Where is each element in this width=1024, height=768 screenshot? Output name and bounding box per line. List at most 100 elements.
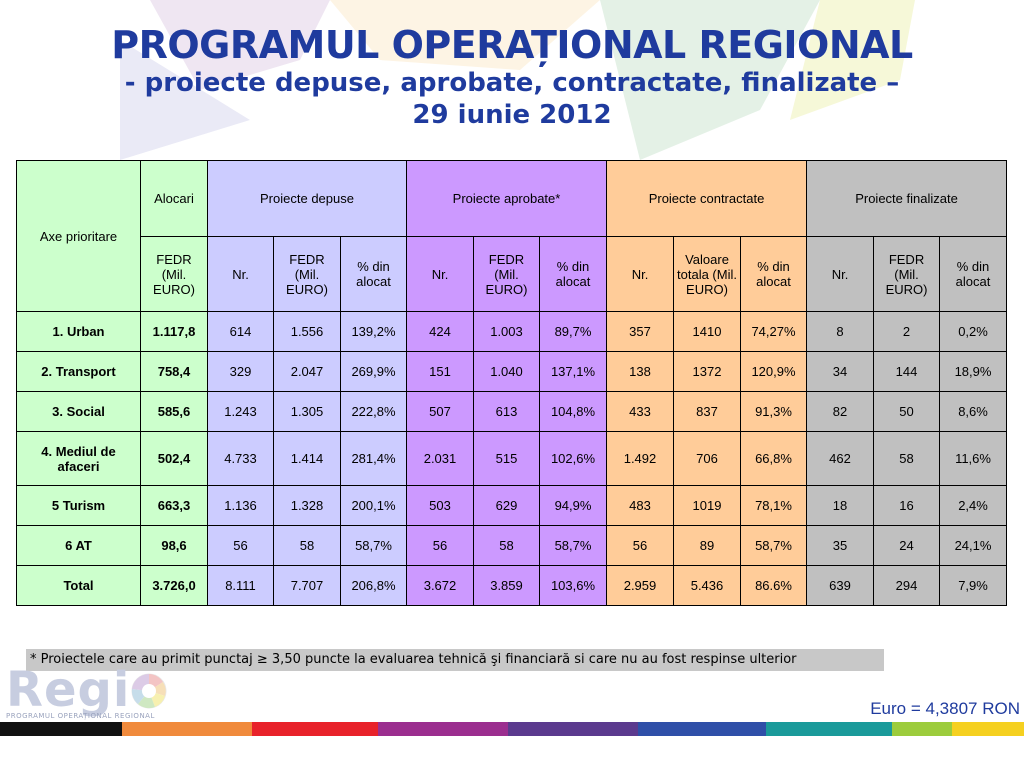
subheader-cell: Valoare totala (Mil. EURO) [673,236,741,312]
table-cell: 34 [806,351,875,392]
table-cell: 503 [406,485,474,526]
logo-text: Regi [6,666,168,714]
table-body: 1. Urban 1.117,8 614 1.556 139,2% 424 1.003 89,… [16,311,1008,606]
table-cell: 2.047 [273,351,341,392]
table-cell: 507 [406,391,474,432]
table-cell: 56 [606,525,674,566]
row-axe-label: 6 AT [16,525,141,566]
table-cell: 1.414 [273,431,341,486]
color-stripe [0,722,1024,736]
table-cell: 78,1% [739,485,808,526]
header-proiecte-aprobate: Proiecte aprobate* [406,160,607,237]
table-cell: 3.672 [406,565,474,606]
table-cell: 1.243 [207,391,274,432]
table-cell: 56 [406,525,474,566]
table-cell: 24 [873,525,941,566]
table-cell: 758,4 [140,351,208,392]
table-cell: 58,7% [340,525,407,566]
table-cell: 58,7% [739,525,808,566]
header-proiecte-contractate: Proiecte contractate [605,160,808,237]
subheader-cell: Nr. [806,236,875,312]
projects-table: Axe prioritare Alocari Proiecte depuse P… [16,160,1008,606]
table-cell: 138 [606,351,674,392]
table-cell: 1.492 [606,431,674,486]
row-axe-label: 2. Transport [16,351,141,392]
table-cell: 0,2% [939,311,1008,352]
table-cell: 222,8% [340,391,407,432]
subheader-cell: FEDR (Mil. EURO) [273,236,341,312]
table-cell: 139,2% [340,311,407,352]
header-proiecte-finalizate: Proiecte finalizate [806,160,1008,237]
row-axe-label: 5 Turism [16,485,141,526]
table-cell: 120,9% [739,351,808,392]
table-cell: 151 [406,351,474,392]
subheader-cell: FEDR (Mil. EURO) [140,236,208,312]
table-cell: 629 [473,485,540,526]
table-cell: 1.328 [273,485,341,526]
table-cell: 614 [207,311,274,352]
table-cell: 281,4% [340,431,407,486]
table-cell: 433 [606,391,674,432]
table-row: 3. Social 585,6 1.243 1.305 222,8% 507 613 104,… [16,391,1008,432]
table-cell: 4.733 [207,431,274,486]
table-row: 4. Mediul de afaceri 502,4 4.733 1.414 281,4… [16,431,1008,486]
table-cell: 502,4 [140,431,208,486]
table-cell: 1.556 [273,311,341,352]
table-cell: 1372 [673,351,741,392]
table-cell: 18 [806,485,875,526]
table-cell: 663,3 [140,485,208,526]
table-cell: 18,9% [939,351,1008,392]
table-cell: 3.859 [473,565,540,606]
subheader-cell: % din alocat [939,236,1008,312]
table-cell: 137,1% [539,351,607,392]
table-cell: 3.726,0 [140,565,208,606]
table-row: 1. Urban 1.117,8 614 1.556 139,2% 424 1.003 89,… [16,311,1008,352]
table-cell: 1019 [673,485,741,526]
table-cell: 5.436 [673,565,741,606]
table-cell: 1.136 [207,485,274,526]
table-cell: 1.040 [473,351,540,392]
table-cell: 639 [806,565,875,606]
row-axe-label: Total [16,565,141,606]
table-cell: 269,9% [340,351,407,392]
table-cell: 91,3% [739,391,808,432]
table-cell: 8,6% [939,391,1008,432]
table-cell: 2 [873,311,941,352]
header-proiecte-depuse: Proiecte depuse [207,160,407,237]
logo-subtitle: PROGRAMUL OPERAȚIONAL REGIONAL [6,712,155,720]
table-cell: 483 [606,485,674,526]
subheader-cell: FEDR (Mil. EURO) [873,236,941,312]
table-cell: 424 [406,311,474,352]
table-row: 6 AT 98,6 56 58 58,7% 56 58 58,7% 56 89 58,7% 35 24 2… [16,525,1008,566]
table-subheader-row: FEDR (Mil. EURO) Nr. FEDR (Mil. EURO) % … [17,236,1008,312]
row-axe-label: 3. Social [16,391,141,432]
table-cell: 200,1% [340,485,407,526]
table-cell: 94,9% [539,485,607,526]
subheader-cell: Nr. [406,236,474,312]
table-cell: 66,8% [739,431,808,486]
table-cell: 2.959 [606,565,674,606]
table-cell: 16 [873,485,941,526]
table-cell: 24,1% [939,525,1008,566]
table-cell: 35 [806,525,875,566]
title-block: PROGRAMUL OPERAȚIONAL REGIONAL - proiect… [0,22,1024,132]
row-axe-label: 1. Urban [16,311,141,352]
table-cell: 1.305 [273,391,341,432]
page-title: PROGRAMUL OPERAȚIONAL REGIONAL [111,23,913,67]
exchange-rate: Euro = 4,3807 RON [870,699,1020,718]
table-cell: 58 [273,525,341,566]
table-row: 5 Turism 663,3 1.136 1.328 200,1% 503 629 94,9%… [16,485,1008,526]
table-cell: 462 [806,431,875,486]
subheader-cell: FEDR (Mil. EURO) [473,236,540,312]
table-cell: 56 [207,525,274,566]
table-cell: 206,8% [340,565,407,606]
table-cell: 82 [806,391,875,432]
table-cell: 1.003 [473,311,540,352]
logo-wheel-icon [131,673,167,709]
page-subtitle: - proiecte depuse, aprobate, contractate… [124,68,900,98]
table-cell: 613 [473,391,540,432]
table-cell: 104,8% [539,391,607,432]
table-cell: 11,6% [939,431,1008,486]
table-cell: 144 [873,351,941,392]
table-cell: 2,4% [939,485,1008,526]
